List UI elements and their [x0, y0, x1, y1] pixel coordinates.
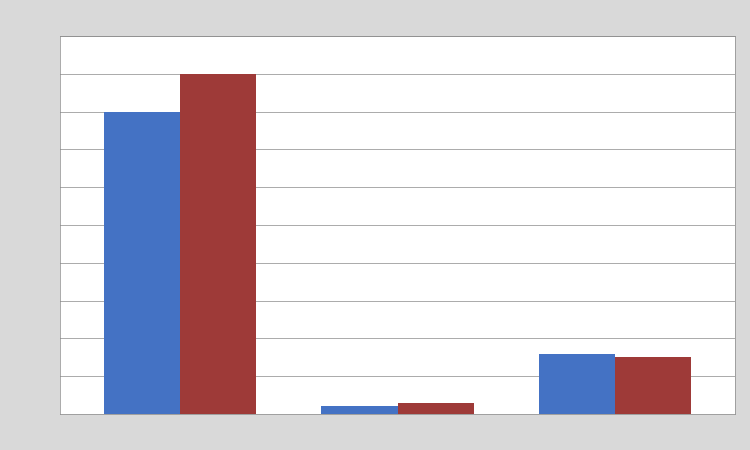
Bar — [398, 403, 474, 414]
Bar — [615, 357, 692, 414]
Bar — [104, 112, 180, 414]
Bar — [539, 354, 615, 414]
Bar — [180, 74, 256, 414]
Bar — [321, 406, 398, 414]
